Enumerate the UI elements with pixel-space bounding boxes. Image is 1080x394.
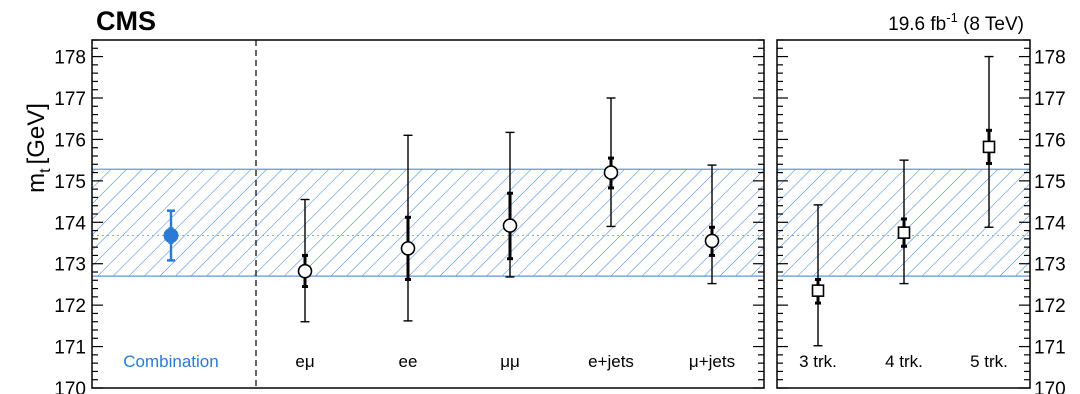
y-axis-label-unit: [GeV] (23, 103, 50, 164)
channel-marker (603, 165, 619, 180)
y-tick-label-left: 175 (54, 172, 86, 193)
luminosity-label: 19.6 fb-1 (8 TeV) (888, 10, 1024, 35)
luminosity-value: 19.6 fb (888, 14, 946, 35)
plot-area: 170 170 171 171 172 172 173 173 174 174 175 175 176 1… (54, 39, 1066, 394)
y-tick-label-left: 172 (54, 296, 86, 317)
y-tick-label-right: 170 (1034, 379, 1066, 394)
y-tick-label-right: 174 (1034, 213, 1066, 234)
svg-text:mt[GeV]: mt [GeV] (23, 103, 54, 193)
luminosity-exponent: -1 (946, 10, 958, 25)
channel-marker (400, 241, 416, 256)
y-tick-label-right: 172 (1034, 296, 1066, 317)
combination-marker (163, 228, 179, 244)
track-label: 5 trk. (970, 352, 1008, 371)
y-axis-label: mt [GeV] (23, 103, 54, 193)
channel-label: e+jets (588, 352, 634, 371)
y-tick-label-left: 176 (54, 130, 86, 151)
y-tick-label-left: 171 (54, 338, 86, 359)
channel-marker (704, 233, 720, 249)
y-tick-label-right: 175 (1034, 172, 1066, 193)
y-tick-label-right: 176 (1034, 130, 1066, 151)
y-tick-label-right: 178 (1034, 48, 1066, 69)
track-marker (811, 284, 825, 297)
luminosity-energy: (8 TeV) (958, 14, 1024, 35)
y-tick-label-right: 173 (1034, 255, 1066, 276)
y-tick-label-left: 173 (54, 255, 86, 276)
track-label: 4 trk. (885, 352, 923, 371)
track-marker (982, 140, 996, 154)
uncertainty-band-main (92, 169, 764, 277)
y-tick-label-right: 171 (1034, 338, 1066, 359)
experiment-label: CMS (96, 6, 156, 36)
y-axis-label-symbol: m (23, 173, 50, 193)
y-tick-label-left: 177 (54, 89, 86, 110)
channel-marker (502, 218, 518, 233)
channel-marker (297, 263, 313, 279)
y-tick-label-left: 178 (54, 48, 86, 69)
channel-label: ee (399, 352, 418, 371)
combination-label: Combination (123, 352, 218, 371)
track-marker (897, 226, 911, 239)
y-axis-label-subscript: t (37, 168, 54, 173)
track-label: 3 trk. (799, 352, 837, 371)
channel-label: μ+jets (689, 352, 735, 371)
y-tick-label-left: 170 (54, 379, 86, 394)
y-tick-label-left: 174 (54, 213, 86, 234)
y-tick-label-right: 177 (1034, 89, 1066, 110)
channel-label: μμ (500, 352, 520, 371)
channel-label: eμ (295, 352, 314, 371)
